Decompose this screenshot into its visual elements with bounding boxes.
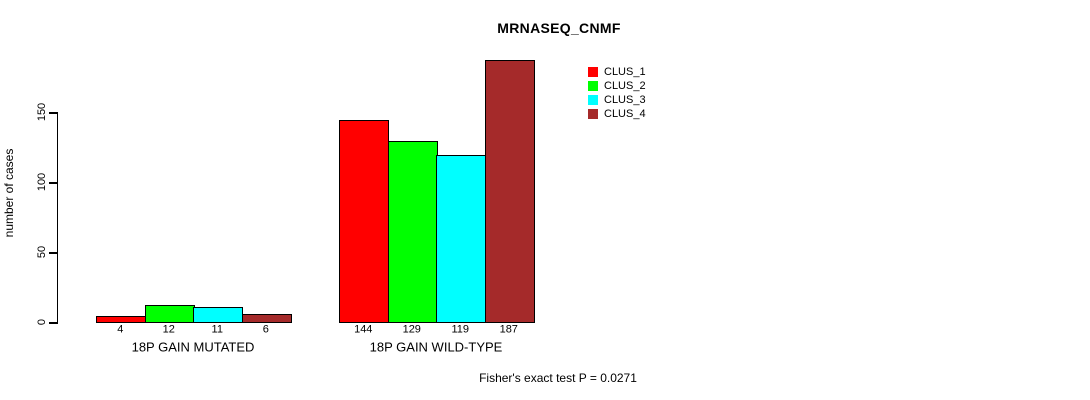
legend-label-clus-4: CLUS_4 <box>604 108 646 120</box>
bar-value-label: 11 <box>211 323 223 336</box>
bar-clus-3 <box>436 155 486 324</box>
legend-swatch-clus-4 <box>588 109 598 119</box>
y-tick-label: 0 <box>36 318 48 326</box>
bar-clus-1 <box>96 316 146 324</box>
bar-value-label: 129 <box>402 323 421 336</box>
y-tick-mark <box>49 322 58 324</box>
chart-title: MRNASEQ_CNMF <box>497 20 621 36</box>
bar-value-label: 119 <box>451 323 470 336</box>
category-label: 18P GAIN WILD-TYPE <box>369 339 503 355</box>
y-axis-label: number of cases <box>2 148 16 238</box>
y-tick-mark <box>49 252 58 254</box>
bar-clus-2 <box>144 305 195 324</box>
bar-value-label: 144 <box>354 323 373 336</box>
legend-swatch-clus-3 <box>588 95 598 105</box>
y-tick-label: 150 <box>36 102 48 122</box>
bar-clus-4 <box>241 313 292 324</box>
bar-clus-4 <box>484 60 535 324</box>
bar-clus-3 <box>193 306 243 324</box>
category-label: 18P GAIN MUTATED <box>131 339 255 355</box>
y-axis-line <box>56 112 58 324</box>
legend-label-clus-3: CLUS_3 <box>604 94 646 106</box>
bar-clus-2 <box>387 141 438 324</box>
legend-swatch-clus-1 <box>588 67 598 77</box>
bar-value-label: 6 <box>262 323 269 336</box>
bar-value-label: 4 <box>117 323 124 336</box>
bar-value-label: 187 <box>499 323 518 336</box>
legend-label-clus-2: CLUS_2 <box>604 80 646 92</box>
y-tick-mark <box>49 112 58 114</box>
bar-value-label: 12 <box>162 323 175 336</box>
y-tick-label: 50 <box>36 245 48 259</box>
legend-swatch-clus-2 <box>588 81 598 91</box>
y-tick-mark <box>49 182 58 184</box>
stat-annotation: Fisher's exact test P = 0.0271 <box>479 371 637 385</box>
y-tick-label: 100 <box>36 172 48 192</box>
bar-clus-1 <box>339 120 389 324</box>
legend-label-clus-1: CLUS_1 <box>604 66 646 78</box>
